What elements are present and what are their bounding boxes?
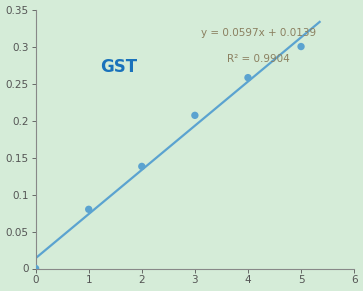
Point — [86, 207, 91, 212]
Point — [139, 164, 145, 169]
Point — [192, 113, 198, 118]
Point — [298, 44, 304, 49]
Point — [33, 266, 38, 271]
Text: y = 0.0597x + 0.0139: y = 0.0597x + 0.0139 — [201, 28, 316, 38]
Text: R² = 0.9904: R² = 0.9904 — [227, 54, 290, 64]
Point — [245, 75, 251, 80]
Text: GST: GST — [100, 58, 137, 76]
